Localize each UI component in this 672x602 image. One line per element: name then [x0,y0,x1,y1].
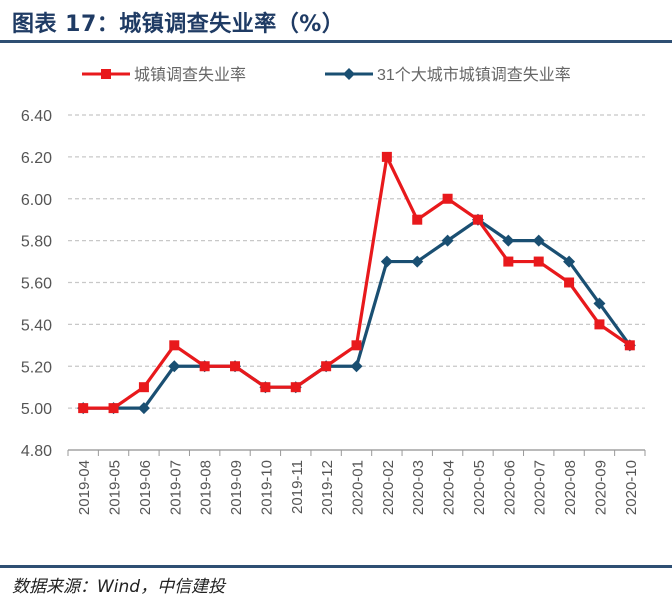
x-tick-label: 2019-08 [198,460,215,515]
legend-marker [343,68,355,80]
data-point [503,256,514,267]
data-point [169,340,180,351]
x-tick-label: 2020-05 [471,460,488,515]
x-tick-label: 2019-05 [107,460,124,515]
data-point [137,402,150,415]
data-point [624,340,635,351]
source-note: 数据来源：Wind，中信建投 [12,577,226,597]
series-big-city-unemployment [77,213,636,415]
x-tick-label: 2019-09 [228,460,245,515]
legend-marker [101,69,111,79]
data-point [138,382,149,393]
y-tick-label: 6.00 [21,192,52,209]
data-point [260,382,271,393]
legend-label: 城镇调查失业率 [134,66,246,84]
data-point [594,319,605,330]
x-tick-label: 2020-04 [441,460,458,515]
data-point [168,360,181,373]
data-point [351,340,362,351]
x-tick-label: 2020-08 [562,460,579,515]
line-chart: 城镇调查失业率 31个大城市城镇调查失业率 4.80 5.00 5.20 5.40 5.6… [21,66,646,515]
x-tick-label: 2020-02 [380,460,397,515]
x-tick-label: 2020-10 [623,460,640,515]
chart-series [77,151,636,415]
legend-label: 31个大城市城镇调查失业率 [377,66,571,84]
x-tick-label: 2019-07 [167,460,184,515]
data-point [321,361,332,372]
x-tick-label: 2020-01 [350,460,367,515]
series-line [83,218,632,410]
data-point [533,256,544,267]
x-tick-label: 2020-09 [592,460,609,515]
data-point [380,255,393,268]
x-tick-label: 2019-12 [319,460,336,515]
y-tick-label: 5.00 [21,401,52,418]
x-tick-label: 2019-10 [258,460,275,515]
y-tick-label: 5.40 [21,317,52,334]
chart-gridlines [68,114,645,451]
top-divider [0,40,672,43]
data-point [199,361,210,372]
chart-legend: 城镇调查失业率 31个大城市城镇调查失业率 [82,66,571,84]
data-point [411,255,424,268]
y-tick-label: 6.40 [21,108,52,125]
x-tick-label: 2020-07 [532,460,549,515]
x-axis: 2019-04 2019-05 2019-06 2019-07 2019-08 2019-… [67,449,646,515]
data-point [230,361,241,372]
y-tick-label: 5.60 [21,276,52,293]
data-point [563,255,576,268]
data-point [108,403,119,414]
y-axis: 4.80 5.00 5.20 5.40 5.60 5.80 6.00 6.20 6.40 [21,108,52,460]
x-tick-label: 2020-03 [410,460,427,515]
y-tick-label: 5.20 [21,359,52,376]
data-point [381,151,392,162]
x-tick-label: 2019-04 [76,460,93,515]
y-tick-label: 4.80 [21,443,52,460]
data-point [593,297,606,310]
data-point [441,234,454,247]
x-tick-label: 2020-06 [501,460,518,515]
series-urban-unemployment [78,151,635,414]
x-tick-label: 2019-11 [289,460,306,514]
data-point [290,382,301,393]
bottom-divider [0,565,672,568]
data-point [472,214,483,225]
data-point [350,360,363,373]
x-tick-label: 2019-06 [137,460,154,515]
data-point [564,277,575,288]
data-point [532,234,545,247]
data-point [502,234,515,247]
chart-header: 图表 17：城镇调查失业率（%） [0,0,672,44]
y-tick-label: 6.20 [21,150,52,167]
chart-title: 图表 17：城镇调查失业率（%） [12,12,345,37]
data-point [412,214,423,225]
y-tick-label: 5.80 [21,234,52,251]
data-point [442,193,453,204]
data-point [78,403,89,414]
